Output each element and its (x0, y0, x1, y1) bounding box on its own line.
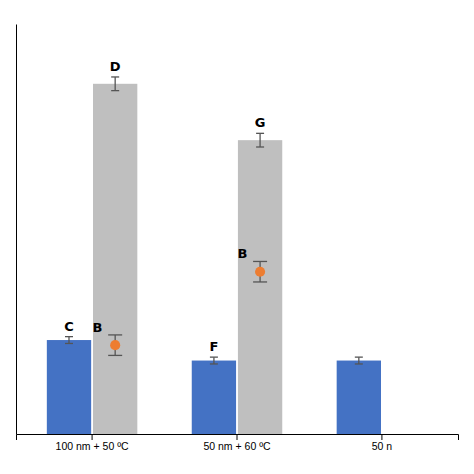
chart: C F D G B B 100 nm + 50 ºC 50 nm + 60 ºC 50 n (0, 0, 474, 474)
error-line (259, 133, 260, 147)
error-cap (355, 356, 363, 357)
x-tick-label: 50 n (372, 440, 393, 452)
error-cap (256, 146, 264, 147)
bar-label: B (237, 246, 247, 261)
bar (47, 340, 91, 434)
error-bar (256, 133, 264, 147)
error-bar (253, 261, 267, 282)
x-tick-mark (237, 434, 238, 440)
bar (93, 84, 137, 434)
error-bar (355, 357, 363, 364)
x-tick-label: 100 nm + 50 ºC (56, 440, 129, 452)
marker-series (108, 261, 267, 355)
error-cap (111, 76, 119, 77)
error-cap (108, 334, 122, 335)
marker (110, 340, 120, 350)
error-line (115, 77, 116, 91)
marker (255, 267, 265, 277)
x-tick-mark (92, 434, 93, 440)
x-tick: 100 nm + 50 ºC (56, 434, 129, 452)
error-cap (210, 363, 218, 364)
error-cap (65, 343, 73, 344)
bar-label: F (209, 339, 218, 354)
bar-label: D (110, 59, 121, 74)
error-bar (111, 77, 119, 91)
error-line (213, 357, 214, 364)
error-bar (210, 357, 218, 364)
error-cap (111, 90, 119, 91)
error-bar (65, 337, 73, 344)
y-axis-line (16, 25, 17, 435)
x-tick: 50 n (372, 434, 393, 452)
error-cap (65, 336, 73, 337)
error-cap (256, 133, 264, 134)
bar (192, 361, 236, 434)
y-axis (16, 25, 17, 435)
bar-label: B (92, 320, 102, 335)
bar-label: C (64, 319, 74, 334)
error-cap (253, 261, 267, 262)
bar (337, 361, 381, 434)
x-tick-mark (381, 434, 382, 440)
error-cap (210, 356, 218, 357)
labels: C F D G B B (64, 59, 265, 354)
error-cap (108, 355, 122, 356)
bar-series (93, 77, 282, 434)
plot-area (47, 77, 381, 434)
error-bar (108, 335, 122, 356)
x-axis-line (17, 435, 459, 441)
x-tick: 50 nm + 60 ºC (203, 434, 271, 452)
bar (238, 140, 282, 434)
error-cap (355, 363, 363, 364)
x-tick-label: 50 nm + 60 ºC (203, 440, 271, 452)
error-line (68, 337, 69, 344)
bar-label: G (255, 115, 266, 130)
error-line (358, 357, 359, 364)
error-cap (253, 281, 267, 282)
x-axis: 100 nm + 50 ºC 50 nm + 60 ºC 50 n (17, 434, 459, 452)
